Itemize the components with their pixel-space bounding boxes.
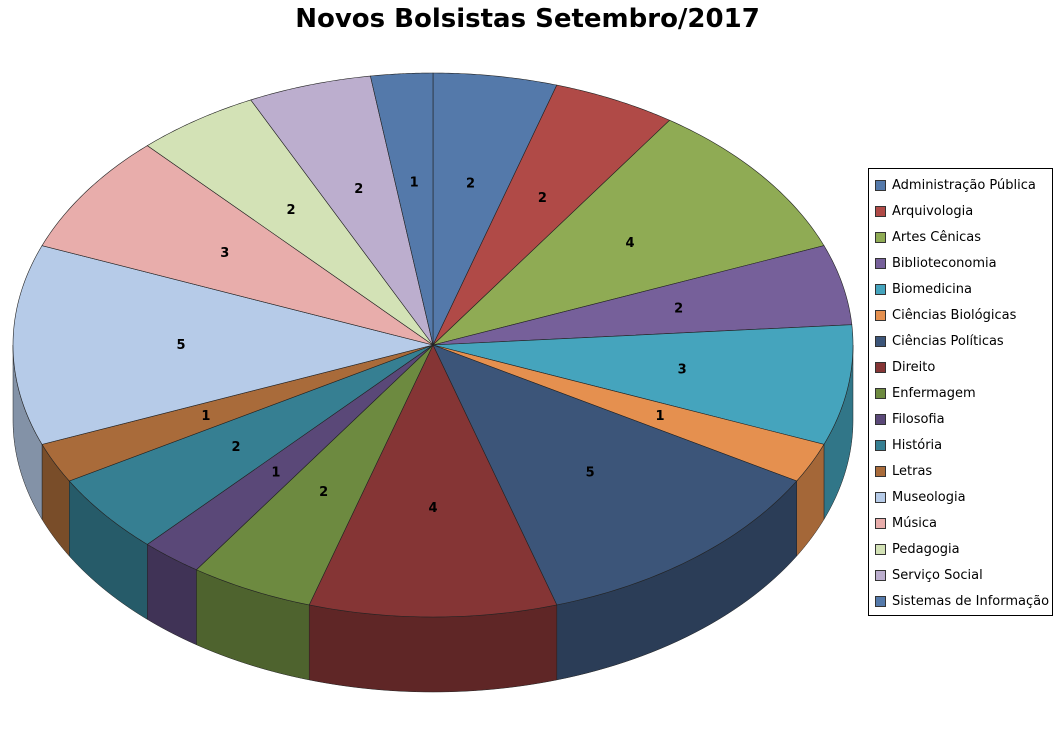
legend-item: História — [869, 432, 1052, 458]
legend-swatch — [875, 543, 886, 555]
legend-label: Biomedicina — [892, 281, 972, 297]
data-label: 5 — [176, 338, 185, 353]
legend-item: Pedagogia — [869, 536, 1052, 562]
pie-slice[interactable] — [432, 245, 853, 346]
legend-label: Enfermagem — [892, 385, 976, 401]
pie-slice[interactable] — [432, 344, 798, 606]
legend-item: Biblioteconomia — [869, 250, 1052, 276]
pie-slice[interactable] — [432, 344, 825, 482]
data-label: 5 — [586, 466, 595, 481]
legend-swatch — [875, 491, 886, 503]
legend-label: Biblioteconomia — [892, 255, 997, 271]
legend-item: Arquivologia — [869, 198, 1052, 224]
legend-label: Filosofia — [892, 411, 945, 427]
legend-item: Biomedicina — [869, 276, 1052, 302]
pie-slice[interactable] — [250, 75, 434, 346]
legend-item: Letras — [869, 458, 1052, 484]
legend-swatch — [875, 361, 886, 373]
legend-label: Administração Pública — [892, 177, 1036, 193]
pie-slice[interactable] — [146, 99, 434, 346]
data-label: 2 — [231, 440, 240, 455]
legend-label: Museologia — [892, 489, 966, 505]
legend-swatch — [875, 413, 886, 425]
legend-item: Enfermagem — [869, 380, 1052, 406]
legend-item: Museologia — [869, 484, 1052, 510]
legend-swatch — [875, 569, 886, 581]
pie-slice[interactable] — [432, 72, 558, 346]
legend-label: Ciências Políticas — [892, 333, 1004, 349]
data-label: 4 — [428, 501, 437, 516]
legend-item: Administração Pública — [869, 172, 1052, 198]
legend-label: Artes Cênicas — [892, 229, 982, 245]
legend-swatch — [875, 179, 886, 191]
legend-item: Música — [869, 510, 1052, 536]
pie-slice[interactable] — [432, 84, 671, 346]
legend-label: Serviço Social — [892, 567, 983, 583]
legend-label: Letras — [892, 463, 933, 479]
data-label: 1 — [410, 175, 419, 190]
data-label: 2 — [538, 191, 547, 206]
pie-slice[interactable] — [195, 344, 434, 606]
legend-swatch — [875, 595, 886, 607]
legend-swatch — [875, 439, 886, 451]
pie-slice[interactable] — [308, 344, 558, 618]
legend-item: Direito — [869, 354, 1052, 380]
pie-slice[interactable] — [41, 145, 434, 346]
pie-slice[interactable] — [146, 344, 434, 571]
legend-item: Serviço Social — [869, 562, 1052, 588]
chart-title: Novos Bolsistas Setembro/2017 — [295, 4, 760, 34]
pie-slice-side — [308, 604, 558, 693]
legend-swatch — [875, 309, 886, 321]
pie-slice[interactable] — [41, 344, 434, 482]
pie-slice[interactable] — [432, 324, 854, 445]
pie-slice[interactable] — [68, 344, 434, 545]
legend-swatch — [875, 335, 886, 347]
legend: Administração Pública Arquivologia Artes C… — [868, 168, 1053, 616]
data-label: 2 — [287, 203, 296, 218]
data-label: 2 — [466, 177, 475, 192]
legend-item: Filosofia — [869, 406, 1052, 432]
legend-label: Pedagogia — [892, 541, 960, 557]
data-label: 2 — [354, 182, 363, 197]
legend-item: Sistemas de Informação — [869, 588, 1052, 614]
legend-item: Ciências Biológicas — [869, 302, 1052, 328]
data-label: 1 — [271, 466, 280, 481]
data-label: 1 — [656, 409, 665, 424]
pie-slice[interactable] — [370, 72, 434, 346]
legend-label: Arquivologia — [892, 203, 974, 219]
pie-slice[interactable] — [431, 119, 825, 346]
legend-swatch — [875, 231, 886, 243]
legend-swatch — [875, 387, 886, 399]
legend-swatch — [875, 465, 886, 477]
legend-label: História — [892, 437, 943, 453]
data-label: 4 — [625, 236, 634, 251]
legend-item: Artes Cênicas — [869, 224, 1052, 250]
data-label: 3 — [220, 246, 229, 261]
data-label: 1 — [201, 409, 210, 424]
legend-label: Música — [892, 515, 937, 531]
legend-item: Ciências Políticas — [869, 328, 1052, 354]
data-label: 3 — [678, 362, 687, 377]
legend-label: Direito — [892, 359, 936, 375]
data-label: 2 — [319, 485, 328, 500]
legend-swatch — [875, 257, 886, 269]
data-label: 2 — [674, 302, 683, 317]
legend-swatch — [875, 517, 886, 529]
legend-label: Sistemas de Informação — [892, 593, 1050, 609]
legend-swatch — [875, 205, 886, 217]
pie-slice[interactable] — [12, 245, 434, 445]
legend-swatch — [875, 283, 886, 295]
legend-label: Ciências Biológicas — [892, 307, 1017, 323]
